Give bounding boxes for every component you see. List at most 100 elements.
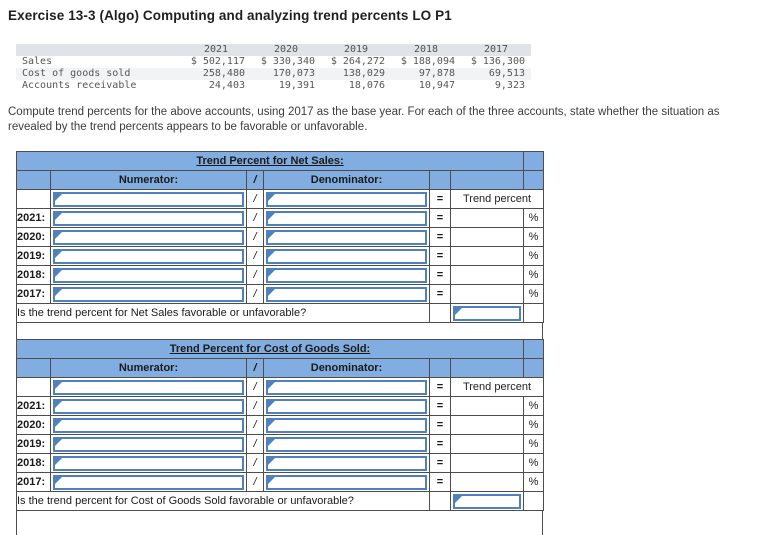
year-row: 2021: / = % [16,396,544,416]
trend-percent-result-cell [449,265,525,285]
trend-percent-result-cell [449,284,525,304]
data-cell: 18,076 [348,80,385,91]
numerator-input[interactable] [53,267,244,283]
worksheet-header-row: Numerator: / Denominator: [16,358,544,378]
slash-cell: / [246,208,264,228]
numerator-input[interactable] [53,474,244,490]
denominator-input[interactable] [266,286,427,302]
slash-cell: / [246,434,264,454]
equals-cell: = [429,246,451,266]
cell-corner-marker-icon [55,269,62,277]
trend-percent-result-cell [450,434,524,454]
slash-header: / [246,358,264,378]
denominator-header: Denominator: [263,170,430,190]
denominator-input[interactable] [266,267,427,283]
numerator-input[interactable] [53,398,244,414]
worksheet-title-end-cell [523,151,545,171]
equals-cell: = [429,208,451,228]
equals-cell: = [429,434,451,454]
cell-corner-marker-icon [268,438,275,446]
cell-corner-marker-icon [55,438,62,446]
data-table-corner-cell [16,44,181,56]
numerator-input[interactable] [53,191,244,207]
numerator-header: Numerator: [50,358,247,378]
formula-label-row: / = Trend percent [16,377,544,397]
year-row: 2017: / = % [16,472,544,492]
percent-cell: % [523,396,544,416]
denominator-input[interactable] [266,398,427,414]
cell-corner-marker-icon [55,193,62,201]
year-row: 2018: / = % [16,265,545,285]
year-label: 2021: [16,208,51,228]
equals-cell: = [429,189,451,209]
slash-cell: / [246,396,264,416]
denominator-input[interactable] [266,417,427,433]
year-row: 2019: / = % [16,246,545,266]
denominator-input[interactable] [266,379,427,395]
percent-cell: % [523,246,545,266]
slash-cell: / [246,265,264,285]
cell-corner-marker-icon [455,495,462,503]
data-cell: $ 136,300 [470,56,525,67]
numerator-input[interactable] [53,417,244,433]
denominator-input[interactable] [266,436,427,452]
denominator-input[interactable] [266,229,427,245]
cell-corner-marker-icon [268,419,275,427]
favorability-input[interactable] [453,305,522,321]
percent-cell: % [523,472,544,492]
equals-cell: = [429,472,451,492]
numerator-input[interactable] [53,286,244,302]
numerator-input[interactable] [53,248,244,264]
year-header: 2018 [391,44,461,56]
trend-percent-result-cell [449,246,525,266]
numerator-input[interactable] [53,455,244,471]
page-title: Exercise 13-3 (Algo) Computing and analy… [8,8,452,23]
denominator-input[interactable] [266,474,427,490]
data-cell: $ 264,272 [330,56,385,67]
year-row: 2019: / = % [16,434,544,454]
percent-cell: % [523,415,544,435]
worksheet-title-row: Trend Percent for Cost of Goods Sold: [16,339,544,359]
formula-label-row: / = Trend percent [16,189,545,209]
data-table-header-row: 2021 2020 2019 2018 2017 [16,44,531,56]
data-cell: 24,403 [208,80,245,91]
slash-cell: / [246,246,264,266]
worksheet-spacer [16,323,543,339]
numerator-input[interactable] [53,229,244,245]
equals-cell: = [429,227,451,247]
data-cell: 97,878 [391,68,461,80]
equals-cell: = [429,284,451,304]
favorability-input[interactable] [453,493,521,509]
denominator-input[interactable] [266,455,427,471]
cell-corner-marker-icon [55,381,62,389]
row-label: Accounts receivable [22,80,137,91]
denominator-input[interactable] [266,248,427,264]
worksheet-header-row: Numerator: / Denominator: [16,170,545,190]
trend-percent-result-cell [450,396,524,416]
trend-percent-label: Trend percent [450,377,544,397]
data-cell: 69,513 [461,68,531,80]
cell-corner-marker-icon [455,307,462,315]
slash-cell: / [246,453,264,473]
percent-cell: % [523,208,545,228]
percent-cell: % [523,434,544,454]
numerator-input[interactable] [53,436,244,452]
favorability-question: Is the trend percent for Cost of Goods S… [16,491,430,511]
numerator-input[interactable] [53,379,244,395]
data-cell: 19,391 [278,80,315,91]
trend-percent-result-cell [450,415,524,435]
numerator-input[interactable] [53,210,244,226]
denominator-input[interactable] [266,210,427,226]
denominator-input[interactable] [266,191,427,207]
trend-percent-net-sales-table: Trend Percent for Net Sales: Numerator: … [15,151,545,323]
cell-corner-marker-icon [268,381,275,389]
percent-cell: % [523,453,544,473]
percent-cell: % [523,284,545,304]
trend-percent-result-cell [449,208,525,228]
slash-cell: / [246,472,264,492]
year-label: 2017: [16,472,51,492]
year-header: 2020 [251,44,321,56]
cell-corner-marker-icon [55,288,62,296]
trend-percent-result-cell [450,453,524,473]
worksheet-title: Trend Percent for Cost of Goods Sold: [16,339,524,359]
